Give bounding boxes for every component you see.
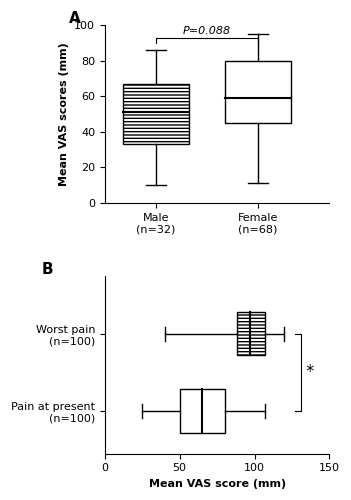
Text: *: * (305, 364, 314, 382)
Text: P=0.088: P=0.088 (183, 26, 231, 36)
Text: B: B (42, 262, 54, 276)
Bar (180, 390, 225, 433)
Bar (123, 84, 188, 144)
Y-axis label: Mean VAS scores (mm): Mean VAS scores (mm) (59, 42, 68, 186)
X-axis label: Mean VAS score (mm): Mean VAS score (mm) (148, 479, 286, 489)
Bar (237, 312, 265, 356)
Bar (225, 60, 291, 123)
Text: A: A (69, 11, 81, 26)
